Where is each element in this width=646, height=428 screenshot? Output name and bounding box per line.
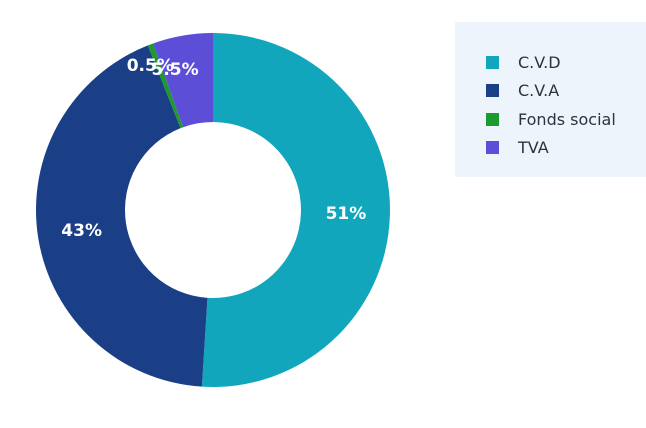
- slice-c-v-d[interactable]: [201, 33, 391, 388]
- legend-item-cvd[interactable]: C.V.D: [486, 48, 646, 77]
- legend-swatch-cva: [486, 84, 499, 98]
- slice-label-c-v-d: 51%: [326, 204, 367, 224]
- legend-swatch-fonds-social: [486, 112, 499, 126]
- legend-swatch-cvd: [486, 55, 499, 69]
- legend-label-tva: TVA: [518, 138, 549, 158]
- chart-legend: C.V.D C.V.A Fonds social TVA: [455, 22, 646, 177]
- legend-item-tva[interactable]: TVA: [486, 134, 646, 163]
- slice-tva[interactable]: [153, 33, 213, 128]
- donut-slice-labels: 51% 43% 0.5%5.5%: [61, 56, 366, 241]
- slice-c-v-a[interactable]: [36, 45, 208, 387]
- legend-item-cva[interactable]: C.V.A: [486, 77, 646, 106]
- donut-slices: [36, 33, 391, 388]
- legend-label-cvd: C.V.D: [518, 52, 561, 72]
- slice-fonds-social[interactable]: [147, 43, 184, 129]
- slice-label-c-v-a: 43%: [61, 221, 102, 241]
- legend-label-cva: C.V.A: [518, 81, 560, 101]
- slice-label-tva: 5.5%: [151, 60, 198, 80]
- legend-item-fonds-social[interactable]: Fonds social: [486, 105, 646, 134]
- legend-label-fonds-social: Fonds social: [518, 109, 616, 129]
- legend-swatch-tva: [486, 141, 499, 155]
- slice-label-fonds-social: 0.5%: [127, 56, 174, 76]
